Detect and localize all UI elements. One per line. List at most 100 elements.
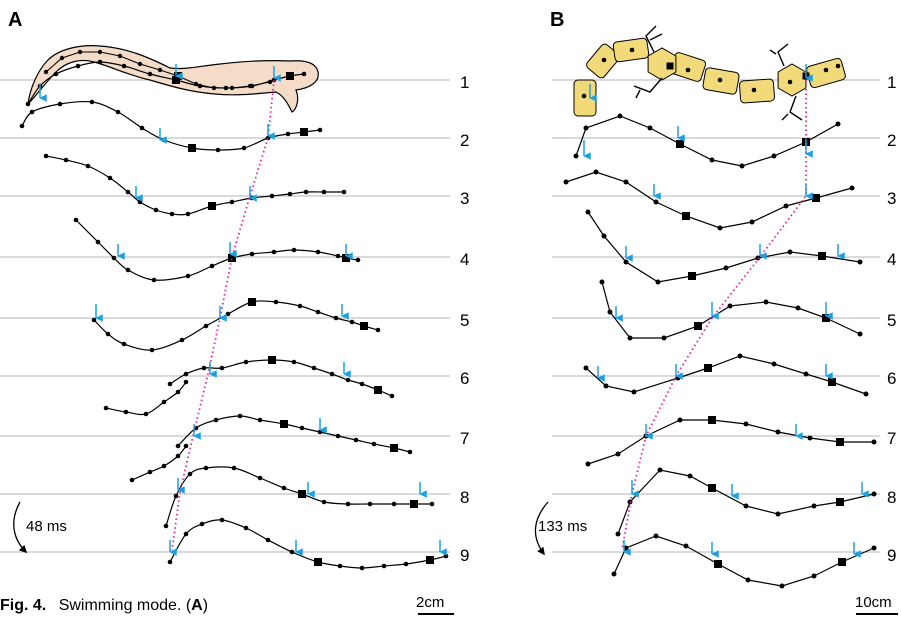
point-marker (443, 553, 449, 559)
point-marker (717, 225, 723, 231)
square-marker (694, 322, 702, 330)
square-marker (714, 560, 722, 568)
point-marker (709, 157, 715, 163)
row-number: 2 (460, 131, 469, 150)
square-marker (836, 498, 844, 506)
point-marker (775, 511, 781, 517)
point-marker (771, 361, 777, 367)
point-marker (371, 441, 377, 447)
square-marker (682, 212, 690, 220)
point-marker (285, 131, 291, 137)
point-marker (185, 273, 191, 279)
point-marker (183, 443, 189, 449)
point-marker (151, 277, 157, 283)
point-marker (105, 331, 111, 337)
point-marker (161, 137, 167, 143)
point-marker (229, 199, 235, 205)
point-marker (209, 263, 215, 269)
caption-fig-number: Fig. 4. (0, 597, 46, 614)
point-marker (315, 249, 321, 255)
point-marker (653, 533, 659, 539)
point-marker (95, 239, 101, 245)
point-marker (403, 561, 409, 567)
point-marker (629, 47, 635, 53)
point-marker (857, 331, 863, 337)
row-number: 3 (887, 189, 896, 208)
point-marker (353, 437, 359, 443)
point-marker (269, 193, 275, 199)
point-marker (303, 189, 309, 195)
robot-leg (777, 43, 789, 67)
point-marker (563, 179, 569, 185)
point-marker (359, 381, 365, 387)
point-marker (367, 501, 373, 507)
point-marker (183, 531, 189, 537)
body-curve (45, 155, 344, 216)
square-marker (286, 72, 294, 80)
point-marker (381, 563, 387, 569)
point-marker (359, 565, 365, 571)
body-curve (21, 100, 321, 151)
point-marker (391, 501, 397, 507)
point-marker (685, 67, 691, 73)
point-marker (583, 365, 589, 371)
body-curve (617, 469, 875, 535)
point-marker (161, 399, 167, 405)
point-marker (835, 121, 841, 127)
square-marker (838, 558, 846, 566)
point-marker (125, 267, 131, 273)
point-marker (299, 425, 305, 431)
point-marker (335, 433, 341, 439)
point-marker (655, 279, 661, 285)
square-marker (828, 378, 836, 386)
point-marker (407, 449, 413, 455)
point-marker (147, 469, 153, 475)
point-marker (111, 255, 117, 261)
point-marker (835, 63, 841, 69)
point-marker (775, 429, 781, 435)
row-number: 6 (460, 369, 469, 388)
point-marker (257, 417, 263, 423)
point-marker (301, 71, 307, 77)
robot-leg (633, 77, 663, 93)
point-marker (763, 299, 769, 305)
row-number: 8 (887, 488, 896, 507)
point-marker (183, 379, 189, 385)
point-marker (749, 219, 755, 225)
point-marker (199, 521, 205, 527)
point-marker (585, 461, 591, 467)
point-marker (175, 389, 181, 395)
row-number: 4 (887, 250, 896, 269)
point-marker (241, 145, 247, 151)
robot-leg-module (647, 47, 677, 81)
point-marker (795, 305, 801, 311)
point-marker (783, 203, 789, 209)
point-marker (687, 473, 693, 479)
point-marker (153, 207, 159, 213)
point-marker (273, 299, 279, 305)
point-marker (25, 101, 31, 107)
row-number: 8 (460, 488, 469, 507)
robot-segment (806, 57, 846, 89)
point-marker (615, 451, 621, 457)
point-marker (581, 93, 587, 99)
point-marker (661, 335, 667, 341)
point-marker (337, 563, 343, 569)
figure-caption: Fig. 4. Swimming mode. (A) (0, 597, 208, 614)
square-marker (314, 558, 322, 566)
point-marker (219, 517, 225, 523)
square-marker (836, 438, 844, 446)
point-marker (115, 109, 121, 115)
point-marker (139, 125, 145, 131)
point-marker (321, 499, 327, 505)
point-marker (289, 549, 295, 555)
row-number: 1 (887, 73, 896, 92)
row-number: 1 (460, 73, 469, 92)
square-marker (208, 202, 216, 210)
row-number: 7 (460, 429, 469, 448)
point-marker (271, 249, 277, 255)
point-marker (89, 99, 95, 105)
point-marker (53, 71, 59, 77)
point-marker (329, 371, 335, 377)
panel-b-body-curves (563, 113, 877, 589)
